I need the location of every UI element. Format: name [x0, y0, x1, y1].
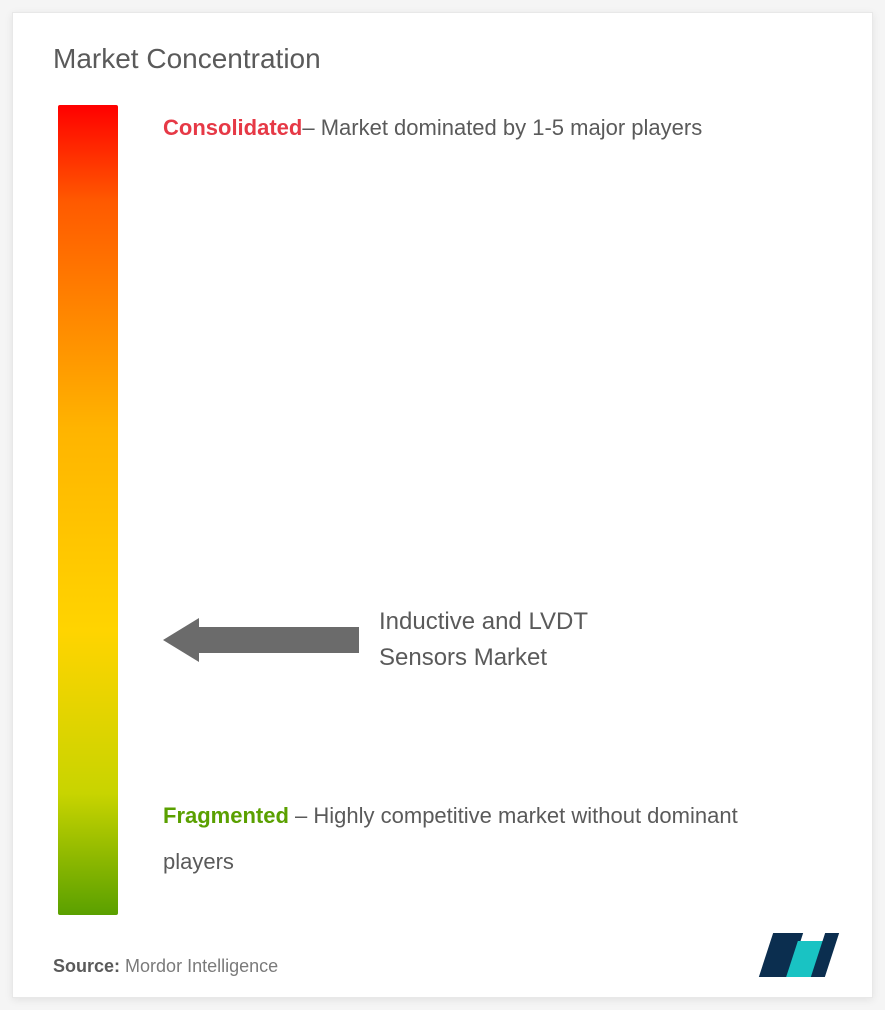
fragmented-label: Fragmented – Highly competitive market w…	[163, 793, 812, 885]
source-value: Mordor Intelligence	[125, 956, 278, 976]
market-position-marker: Inductive and LVDT Sensors Market	[163, 604, 588, 676]
consolidated-keyword: Consolidated	[163, 115, 302, 140]
gradient-bar-wrap	[53, 105, 123, 915]
main-area: Consolidated– Market dominated by 1-5 ma…	[53, 105, 832, 915]
arrow-shaft	[199, 627, 359, 653]
chart-title: Market Concentration	[53, 43, 832, 75]
marker-label: Inductive and LVDT Sensors Market	[379, 604, 588, 676]
arrow-icon	[163, 618, 359, 662]
consolidated-label: Consolidated– Market dominated by 1-5 ma…	[163, 105, 812, 151]
source-text: Source: Mordor Intelligence	[53, 956, 278, 977]
marker-line1: Inductive and LVDT	[379, 608, 588, 635]
fragmented-keyword: Fragmented	[163, 803, 289, 828]
labels-area: Consolidated– Market dominated by 1-5 ma…	[163, 105, 832, 915]
mordor-logo-icon	[770, 933, 832, 977]
source-label: Source:	[53, 956, 120, 976]
consolidated-rest: – Market dominated by 1-5 major players	[302, 115, 702, 140]
marker-line2: Sensors Market	[379, 644, 547, 671]
arrow-head-icon	[163, 618, 199, 662]
infographic-card: Market Concentration Consolidated– Marke…	[12, 12, 873, 998]
concentration-gradient-bar	[58, 105, 118, 915]
footer: Source: Mordor Intelligence	[53, 933, 832, 977]
